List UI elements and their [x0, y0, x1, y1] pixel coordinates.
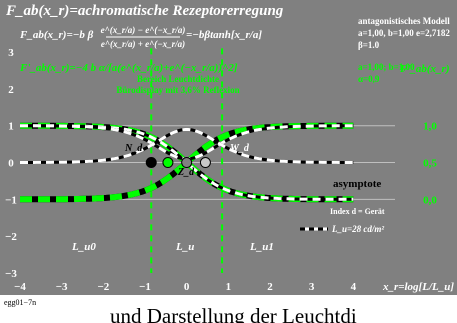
marker-point: [181, 157, 193, 169]
x-tick-label: −3: [56, 281, 68, 293]
model-title: antagonistisches Modell: [358, 16, 450, 26]
y-tick-label: −2: [5, 231, 17, 243]
y-tick-label: 0: [8, 158, 14, 170]
region-label-lu: L_u: [175, 241, 194, 253]
y-tick-label: 2: [8, 84, 14, 96]
y-right-tick-label: 0,5: [423, 158, 437, 170]
y-tick-label: −3: [5, 268, 17, 280]
marker-point: [199, 157, 211, 169]
point-label-nd: N_d: [124, 143, 143, 154]
model-beta: β=1.0: [358, 40, 380, 50]
x-tick-label: 1: [226, 281, 232, 293]
model-params: a=1,00, b=1,00 e=2,7182: [358, 28, 450, 38]
index-label: Index d = Gerät: [330, 207, 385, 216]
region-label-lu0: L_u0: [71, 241, 96, 253]
x-axis-label: x_r=log[L/L_u]: [382, 281, 454, 293]
marker-point: [162, 157, 174, 169]
chart-title: F_ab(x_r)=achromatische Rezeptorerregung: [5, 3, 284, 19]
y-tick-label: 1: [8, 121, 14, 133]
deriv-legend: F'_ab(x_r): [399, 63, 450, 75]
formula-main-denominator: e^(x_r/a) + e^(−x_r/a): [101, 39, 185, 49]
lu-legend-label: L_u=28 cd/m²: [331, 224, 384, 234]
x-tick-label: 0: [184, 281, 190, 293]
point-layer: [145, 157, 211, 169]
bottom-text: und Darstellung der Leuchtdi: [110, 304, 357, 323]
series-4-dash: [20, 127, 354, 164]
point-label-zd: Z_d: [177, 167, 195, 178]
region-label-lu1: L_u1: [249, 241, 274, 253]
formula-main-rhs: =−bβtanh[x_r/a]: [186, 29, 262, 41]
x-tick-label: −2: [97, 281, 109, 293]
x-tick-label: 2: [267, 281, 273, 293]
deriv-alpha: α=0,9: [358, 74, 380, 84]
footer-code: egg01−7n: [4, 298, 36, 307]
formula-derivative: F'_ab(x_r)=−4 b α/[a(e^(x_r/a)+e^(−x_r/a…: [19, 62, 238, 74]
x-tick-label: −1: [139, 281, 151, 293]
x-tick-label: −4: [14, 281, 26, 293]
green-note-2: Bürodisplay mit 3,6% Reflexion: [116, 85, 239, 95]
y-tick-label: 3: [8, 47, 14, 59]
y-right-tick-label: 1,0: [423, 121, 437, 133]
formula-main-lhs: F_ab(x_r)=−b β: [19, 29, 94, 41]
x-tick-label: 3: [309, 281, 315, 293]
deriv-params: a=1,00; b=1,00: [358, 62, 415, 72]
marker-point: [145, 157, 157, 169]
asymptote-label: asymptote: [333, 178, 381, 190]
point-label-wd: W_d: [230, 143, 250, 154]
x-tick-label: 4: [351, 281, 357, 293]
y-right-tick-label: 0,0: [423, 194, 437, 206]
green-note-1: Bereich Leuchtdichte: [137, 74, 219, 84]
formula-main-numerator: e^(x_r/a) − e^(−x_r/a): [101, 25, 186, 35]
y-tick-label: −1: [5, 194, 17, 206]
